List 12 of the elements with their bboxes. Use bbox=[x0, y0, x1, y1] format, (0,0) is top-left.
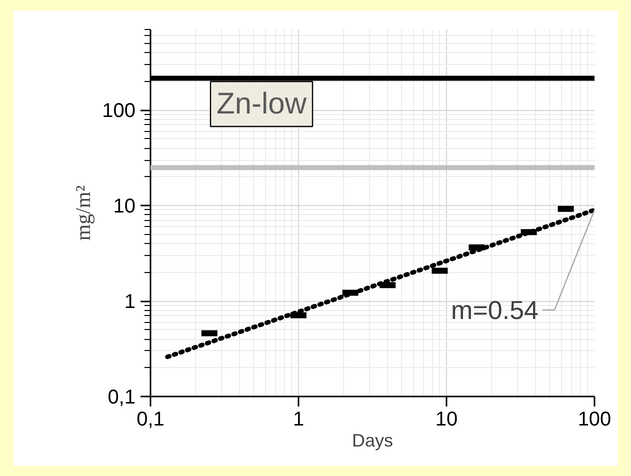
x-tick-label: 100 bbox=[578, 408, 612, 430]
x-axis-title: Days bbox=[352, 430, 394, 450]
y-tick-label: 0,1 bbox=[108, 386, 136, 408]
annotation: m=0.54 bbox=[451, 294, 539, 325]
y-tick-label: 10 bbox=[113, 196, 136, 218]
x-tick-label: 0,1 bbox=[136, 408, 164, 430]
x-tick-label: 10 bbox=[435, 408, 458, 430]
y-axis-title: mg/m² bbox=[71, 185, 96, 241]
y-tick-label: 100 bbox=[102, 100, 136, 122]
y-tick-label: 1 bbox=[124, 291, 136, 314]
annotation: Zn-low bbox=[216, 88, 307, 120]
x-tick-label: 1 bbox=[292, 408, 304, 430]
